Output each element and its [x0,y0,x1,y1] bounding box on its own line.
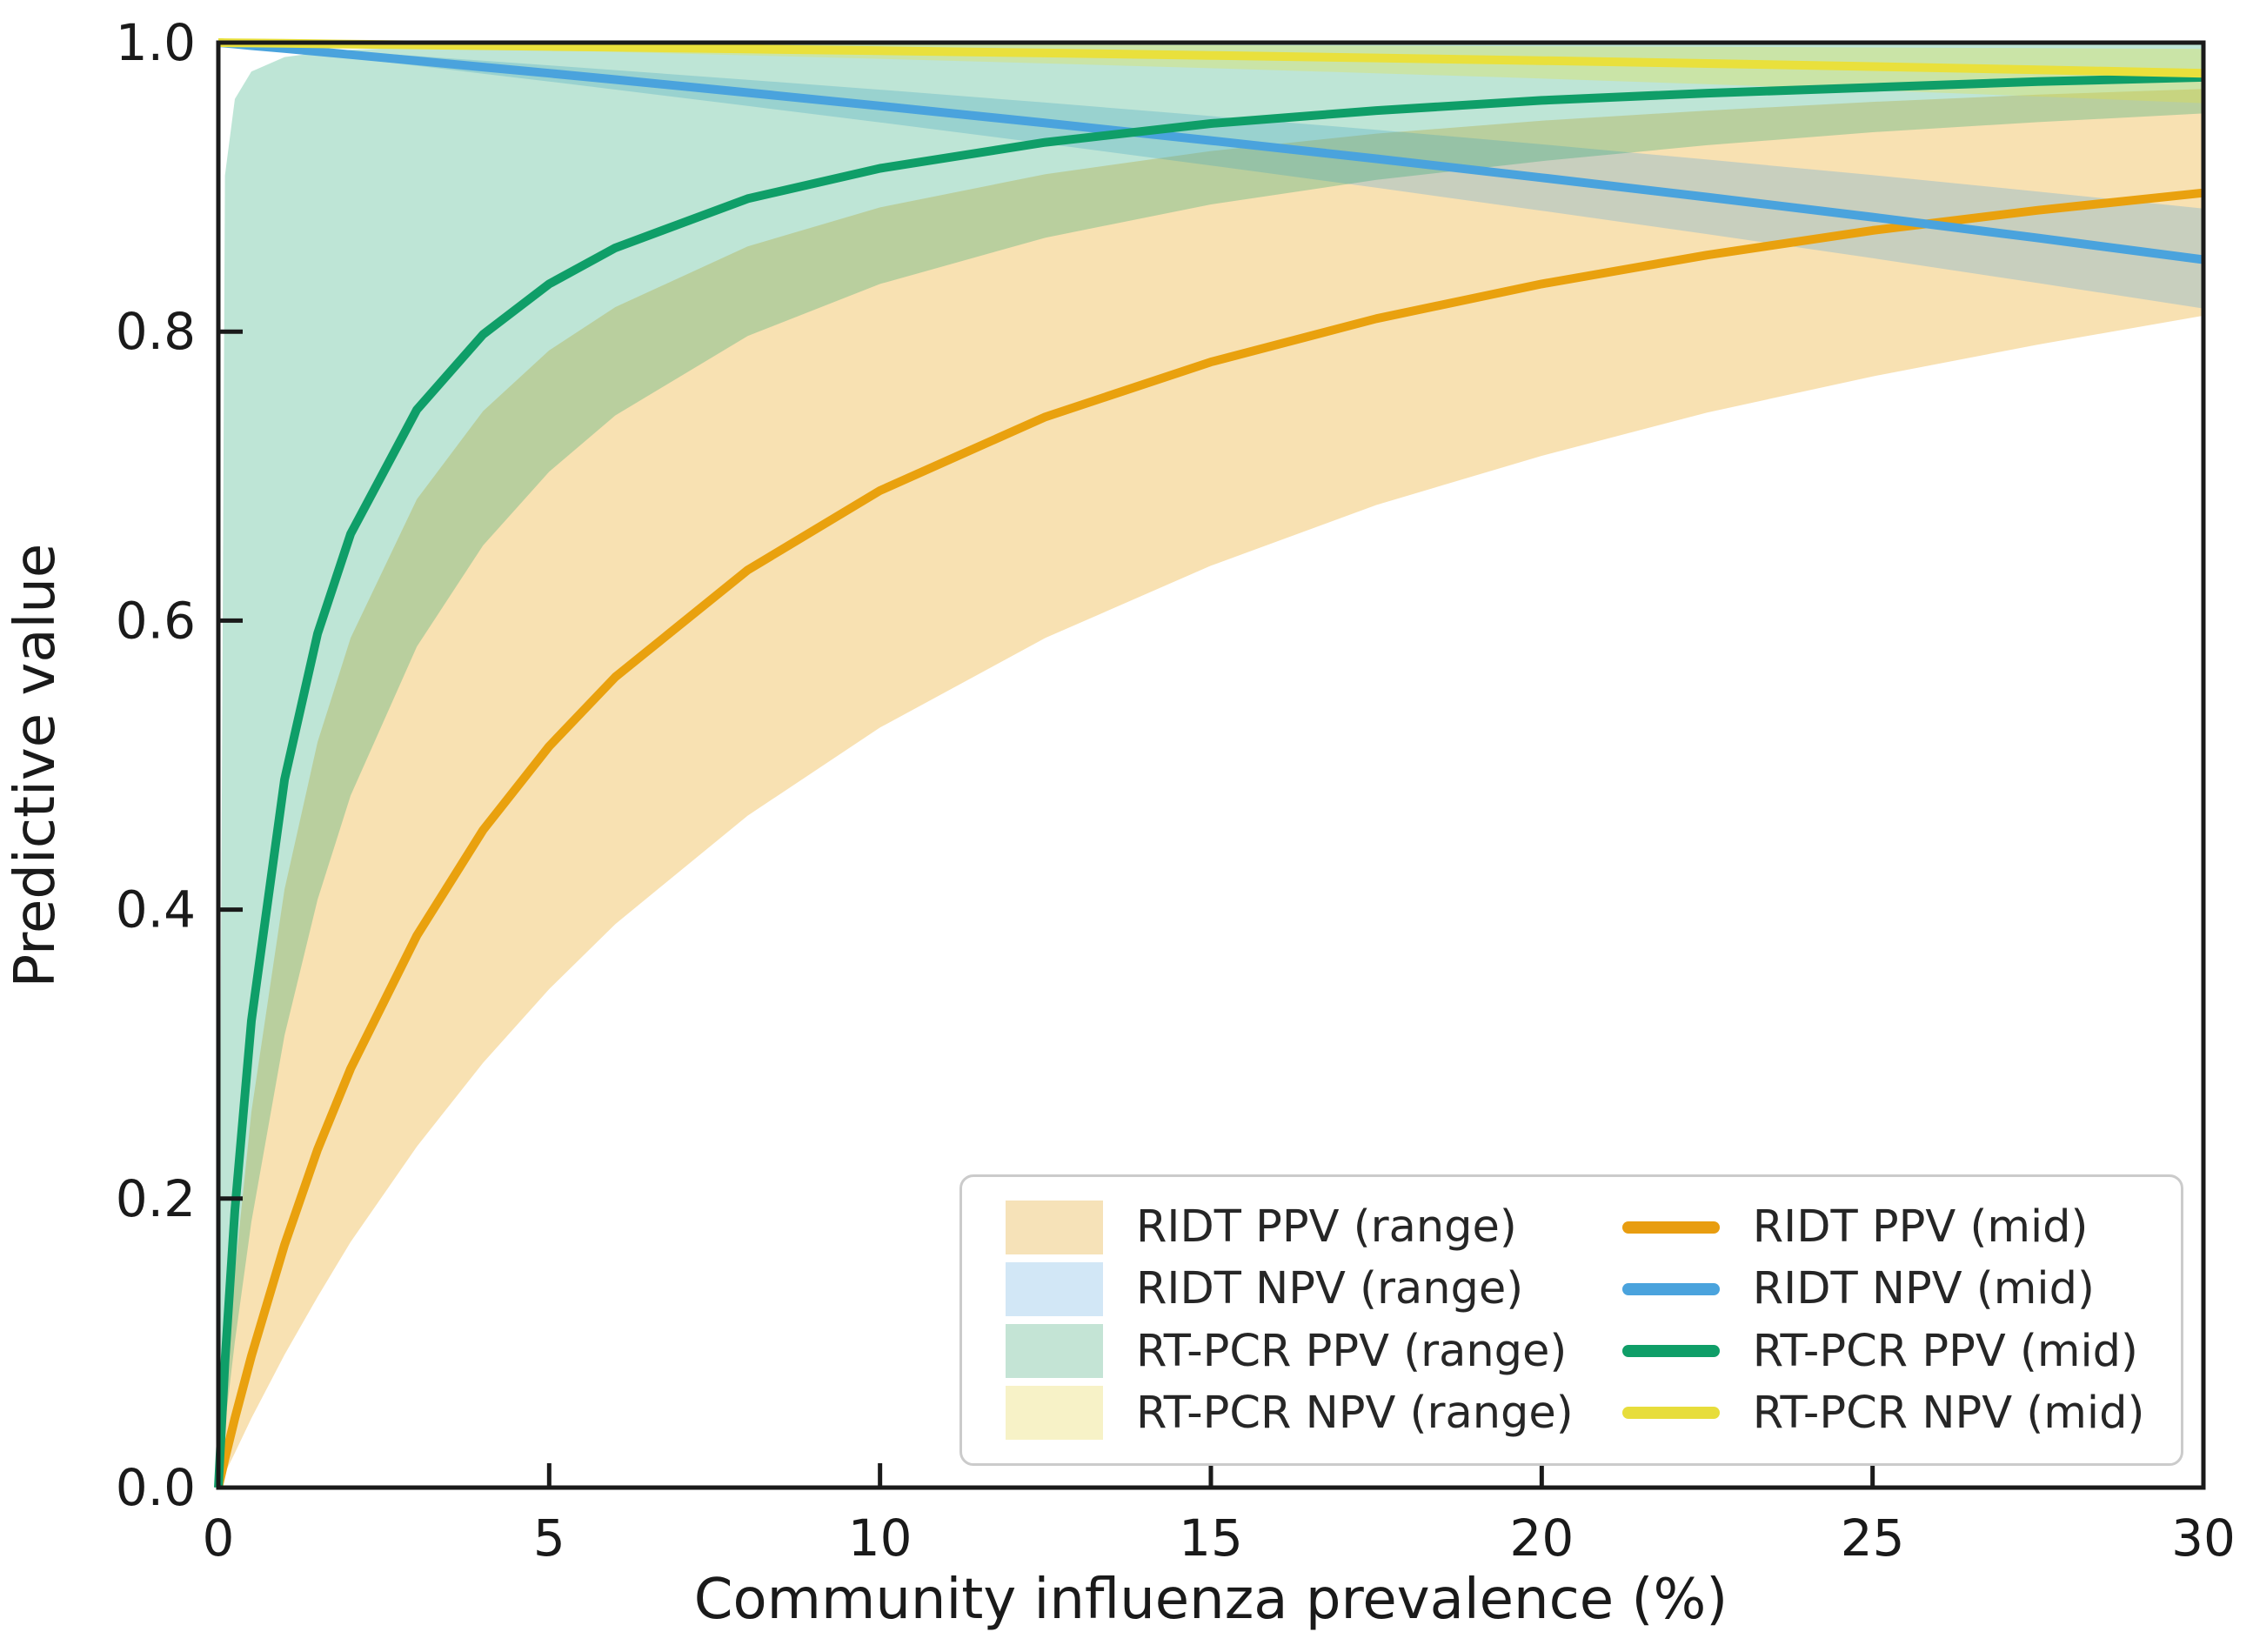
legend-item-ridt-npv-range: RIDT NPV (range) [1006,1261,1574,1316]
legend-item-ridt-npv-mid: RIDT NPV (mid) [1621,1263,2145,1315]
legend-label: RIDT PPV (range) [1136,1201,1517,1254]
legend-item-ridt-ppv-range: RIDT PPV (range) [1006,1200,1574,1254]
band-ridt-ppv-range [218,89,2203,1488]
legend-column-ranges: RIDT PPV (range) RIDT NPV (range) RT-PCR… [1006,1196,1574,1444]
legend-item-rtpcr-ppv-mid: RT-PCR PPV (mid) [1621,1325,2145,1377]
legend-label: RIDT PPV (mid) [1752,1201,2089,1254]
legend: RIDT PPV (range) RIDT NPV (range) RT-PCR… [959,1174,2183,1466]
line-rt-pcr-ppv-mid [214,72,2204,1488]
legend-item-ridt-ppv-mid: RIDT PPV (mid) [1621,1201,2145,1254]
y-tick-label: 0.6 [116,591,196,650]
x-tick-label: 20 [1509,1508,1574,1568]
line-ridt-ppv-mid [214,188,2204,1489]
x-tick-label: 10 [848,1508,913,1568]
legend-label: RT-PCR PPV (range) [1136,1325,1568,1377]
legend-label: RT-PCR PPV (mid) [1752,1325,2138,1377]
legend-label: RIDT NPV (range) [1136,1263,1524,1315]
band-ridt-npv-range [218,43,2203,309]
legend-item-rtpcr-npv-range: RT-PCR NPV (range) [1006,1386,1574,1441]
band-rt-pcr-npv-range [218,43,2203,104]
y-tick-label: 0.2 [116,1169,196,1228]
y-tick-label: 0.4 [116,880,196,940]
legend-label: RIDT NPV (mid) [1752,1263,2095,1315]
tick-labels-layer: 0 5 10 15 20 25 30 0.0 0.2 0.4 0.6 0.8 1.0 [116,13,2236,1568]
band-rt-pcr-ppv-range [218,43,2203,1488]
x-tick-label: 5 [533,1508,565,1568]
y-tick-label: 0.0 [116,1458,196,1517]
ridt-npv-range-swatch [1006,1261,1103,1316]
rtpcr-npv-mid-swatch [1621,1407,1720,1420]
x-axis-label: Community influenza prevalence (%) [694,1568,1728,1632]
x-tick-label: 15 [1179,1508,1243,1568]
ridt-ppv-mid-swatch [1621,1221,1720,1234]
legend-label: RT-PCR NPV (mid) [1752,1387,2145,1439]
rtpcr-ppv-mid-swatch [1621,1345,1720,1358]
x-tick-label: 30 [2171,1508,2236,1568]
rtpcr-npv-range-swatch [1006,1386,1103,1441]
ridt-ppv-range-swatch [1006,1200,1103,1254]
legend-label: RT-PCR NPV (range) [1136,1387,1574,1439]
legend-item-rtpcr-ppv-range: RT-PCR PPV (range) [1006,1324,1574,1379]
legend-item-rtpcr-npv-mid: RT-PCR NPV (mid) [1621,1387,2145,1439]
bands-layer [218,43,2203,1488]
y-axis-label: Predictive value [3,544,68,988]
y-tick-label: 0.8 [116,302,196,361]
y-tick-label: 1.0 [116,13,196,72]
rtpcr-ppv-range-swatch [1006,1324,1103,1379]
x-tick-label: 0 [203,1508,235,1568]
ridt-npv-mid-swatch [1621,1282,1720,1295]
legend-column-mids: RIDT PPV (mid) RIDT NPV (mid) RT-PCR PPV… [1621,1196,2145,1444]
x-tick-label: 25 [1841,1508,1905,1568]
axes-layer [216,40,2206,1490]
